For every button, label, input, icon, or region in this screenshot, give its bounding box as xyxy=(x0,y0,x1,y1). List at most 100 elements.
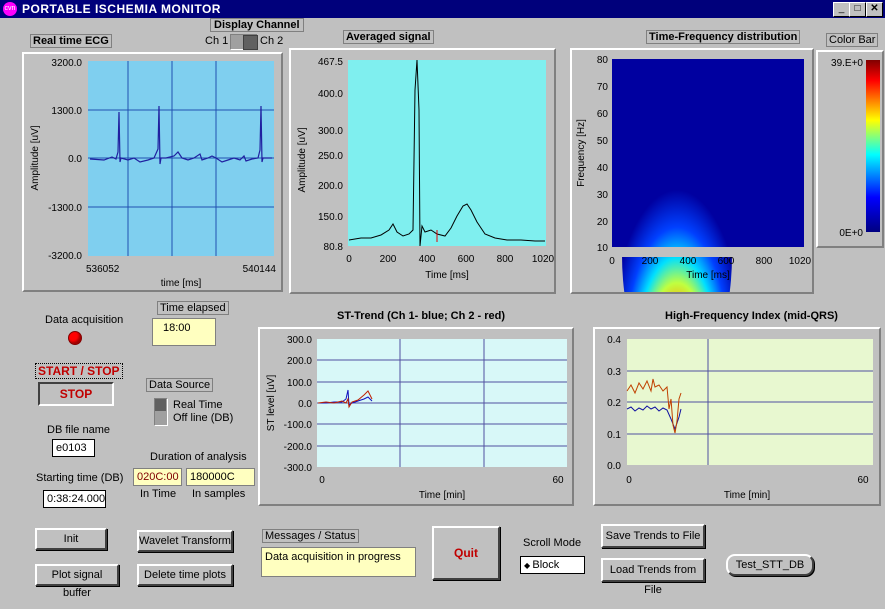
app-icon: cvn xyxy=(3,2,17,16)
ch2-label: Ch 2 xyxy=(260,35,284,47)
tf-xtick-3: 600 xyxy=(718,256,735,267)
st-xtick-right: 60 xyxy=(552,475,564,486)
avg-panel: 467.5 400.0 300.0 250.0 200.0 150.0 80.8… xyxy=(289,48,556,294)
avg-ytick-2: 300.0 xyxy=(318,126,343,137)
ch1-label: Ch 1 xyxy=(205,35,229,47)
ecg-chart: 3200.0 1300.0 0.0 -1300.0 -3200.0 536052… xyxy=(30,58,277,289)
hf-xtick-left: 0 xyxy=(626,475,632,486)
st-ytick-4: -100.0 xyxy=(284,420,313,431)
toggle-knob xyxy=(243,35,258,50)
data-source-realtime[interactable]: Real Time xyxy=(173,399,223,411)
hf-ytick-1: 0.3 xyxy=(607,367,621,378)
st-xtick-left: 0 xyxy=(319,475,325,486)
tf-ytick-7: 10 xyxy=(597,243,609,254)
title-bar: cvn PORTABLE ISCHEMIA MONITOR _ □ ✕ xyxy=(0,0,885,18)
data-source-offline[interactable]: Off line (DB) xyxy=(173,412,234,424)
test-stt-db-button[interactable]: Test_STT_DB xyxy=(726,554,814,576)
tf-ytick-1: 70 xyxy=(597,82,609,93)
maximize-icon[interactable]: □ xyxy=(849,2,866,17)
avg-xtick-2: 400 xyxy=(419,254,436,265)
hf-ytick-4: 0.0 xyxy=(607,461,621,472)
channel-toggle[interactable] xyxy=(230,34,258,50)
avg-xtick-3: 600 xyxy=(458,254,475,265)
ecg-xlabel: time [ms] xyxy=(161,278,202,289)
in-time-label: In Time xyxy=(140,488,177,500)
avg-ytick-5: 150.0 xyxy=(318,212,343,223)
db-file-input[interactable]: e0103 xyxy=(52,439,95,457)
minimize-icon[interactable]: _ xyxy=(833,2,850,17)
avg-ytick-4: 200.0 xyxy=(318,181,343,192)
start-time-input[interactable]: 0:38:24.000 xyxy=(43,490,106,508)
ecg-ytick-1: 1300.0 xyxy=(51,106,82,117)
ecg-xtick-right: 540144 xyxy=(243,264,277,275)
switch-knob xyxy=(155,399,166,411)
tf-xtick-2: 400 xyxy=(680,256,697,267)
wavelet-transform-button[interactable]: Wavelet Transform xyxy=(137,530,233,552)
colorbar-bottom-label: 0E+0 xyxy=(839,228,863,239)
colorbar-gradient xyxy=(866,60,880,232)
start-stop-label: START / STOP xyxy=(35,363,123,379)
close-icon[interactable]: ✕ xyxy=(866,2,883,17)
hf-trace-ch2 xyxy=(626,378,682,434)
st-ytick-1: 200.0 xyxy=(287,356,312,367)
tf-xtick-5: 1020 xyxy=(789,256,812,267)
st-ytick-2: 100.0 xyxy=(287,378,312,389)
duration-time-input[interactable]: 020C:00 xyxy=(133,468,182,486)
tf-ytick-5: 30 xyxy=(597,190,609,201)
tf-ytick-4: 40 xyxy=(597,163,609,174)
tf-ylabel: Frequency [Hz] xyxy=(576,119,587,187)
avg-xtick-5: 1020 xyxy=(532,254,554,265)
start-time-label: Starting time (DB) xyxy=(36,472,124,484)
duration-samples-input[interactable]: 180000C xyxy=(186,468,255,486)
ecg-ytick-4: -3200.0 xyxy=(48,251,82,262)
st-xlabel: Time [min] xyxy=(419,490,466,501)
duration-label: Duration of analysis xyxy=(150,451,247,463)
tf-ytick-6: 20 xyxy=(597,217,609,228)
hf-chart: 0.4 0.3 0.2 0.1 0.0 0 60 Time [min] xyxy=(607,335,873,501)
start-stop-button[interactable]: STOP xyxy=(38,382,114,406)
ecg-ytick-3: -1300.0 xyxy=(48,203,82,214)
st-trend-title: ST-Trend (Ch 1- blue; Ch 2 - red) xyxy=(337,310,506,322)
tf-xtick-1: 200 xyxy=(642,256,659,267)
messages-label: Messages / Status xyxy=(262,529,359,543)
scroll-mode-label: Scroll Mode xyxy=(523,537,582,549)
colorbar-chart: 39.E+0 0E+0 xyxy=(831,58,880,239)
plot-signal-buffer-button[interactable]: Plot signal buffer xyxy=(35,564,119,599)
st-trend-ch1 xyxy=(318,389,373,406)
tf-ytick-2: 60 xyxy=(597,109,609,120)
data-source-switch[interactable] xyxy=(154,398,168,426)
data-acq-led xyxy=(68,331,82,345)
data-source-label: Data Source xyxy=(146,378,214,392)
st-ytick-3: 0.0 xyxy=(298,399,312,410)
ecg-panel: 3200.0 1300.0 0.0 -1300.0 -3200.0 536052… xyxy=(22,52,283,292)
st-grid xyxy=(317,339,567,467)
window-title: PORTABLE ISCHEMIA MONITOR xyxy=(22,2,221,16)
load-trends-button[interactable]: Load Trends from File xyxy=(601,558,705,596)
quit-button[interactable]: Quit xyxy=(432,526,500,580)
data-acq-label: Data acquisition xyxy=(45,314,124,326)
st-ytick-6: -300.0 xyxy=(284,463,313,474)
avg-xtick-0: 0 xyxy=(346,254,352,265)
avg-ytick-0: 467.5 xyxy=(318,57,343,68)
hf-ytick-3: 0.1 xyxy=(607,430,621,441)
st-trend-chart: 300.0 200.0 100.0 0.0 -100.0 -200.0 -300… xyxy=(266,335,567,501)
messages-value: Data acquisition in progress xyxy=(261,547,416,577)
avg-ytick-6: 80.8 xyxy=(324,242,344,253)
hf-title: High-Frequency Index (mid-QRS) xyxy=(665,310,838,322)
ecg-ylabel: Amplitude [uV] xyxy=(30,125,41,190)
in-samples-label: In samples xyxy=(192,488,246,500)
delete-time-plots-button[interactable]: Delete time plots xyxy=(137,564,233,586)
save-trends-button[interactable]: Save Trends to File xyxy=(601,524,705,548)
avg-xtick-4: 800 xyxy=(497,254,514,265)
avg-plot-area xyxy=(348,60,546,246)
init-button[interactable]: Init xyxy=(35,528,107,550)
tf-ytick-3: 50 xyxy=(597,136,609,147)
db-file-label: DB file name xyxy=(47,424,110,436)
avg-chart: 467.5 400.0 300.0 250.0 200.0 150.0 80.8… xyxy=(297,57,555,281)
scroll-mode-select[interactable]: ◆ Block xyxy=(520,556,585,574)
st-trend-ch2 xyxy=(317,390,373,409)
avg-ytick-1: 400.0 xyxy=(318,89,343,100)
display-channel-label: Display Channel xyxy=(210,18,304,32)
tf-title: Time-Frequency distribution xyxy=(646,30,801,44)
ecg-title: Real time ECG xyxy=(30,34,112,48)
